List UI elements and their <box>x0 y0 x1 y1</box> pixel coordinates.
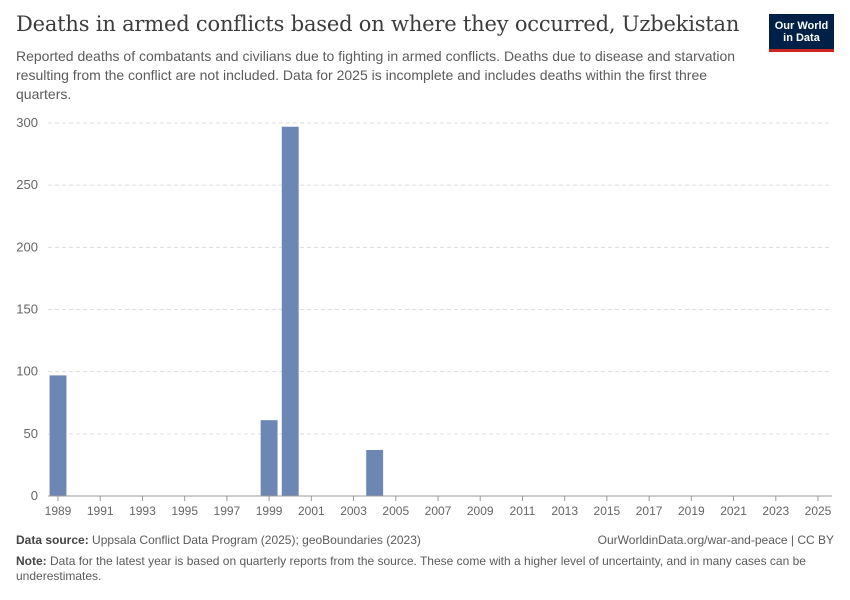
owid-logo[interactable]: Our World in Data <box>769 14 834 52</box>
x-tick-label-2003: 2003 <box>340 504 367 518</box>
x-tick-label-2021: 2021 <box>720 504 747 518</box>
x-tick-label-2001: 2001 <box>298 504 325 518</box>
license-link[interactable]: OurWorldinData.org/war-and-peace | CC BY <box>597 533 834 547</box>
bar-1989 <box>49 375 67 496</box>
source-line: Data source: Uppsala Conflict Data Progr… <box>16 533 834 548</box>
y-tick-label-250: 250 <box>16 177 38 192</box>
x-tick-label-1997: 1997 <box>214 504 241 518</box>
x-tick-label-1999: 1999 <box>256 504 283 518</box>
y-tick-label-200: 200 <box>16 239 38 254</box>
data-source-label: Data source: <box>16 533 89 547</box>
chart-title: Deaths in armed conflicts based on where… <box>16 12 740 36</box>
note: Note: Data for the latest year is based … <box>16 554 834 584</box>
x-tick-label-2017: 2017 <box>636 504 663 518</box>
x-tick-label-2019: 2019 <box>678 504 705 518</box>
logo-line-2: in Data <box>783 31 820 44</box>
x-tick-label-1993: 1993 <box>129 504 156 518</box>
chart-subtitle: Reported deaths of combatants and civili… <box>16 48 736 102</box>
note-label: Note: <box>16 554 47 568</box>
y-tick-label-300: 300 <box>16 115 38 130</box>
bar-1999 <box>260 420 278 496</box>
x-tick-label-2015: 2015 <box>594 504 621 518</box>
note-text: Data for the latest year is based on qua… <box>16 554 806 583</box>
bar-chart: 0 50 100 150 200 250 300 1989 1991 1993 1995 1997 19… <box>16 115 832 518</box>
y-tick-label-100: 100 <box>16 364 38 379</box>
y-tick-label-0: 0 <box>31 488 38 503</box>
logo-line-1: Our World <box>774 19 829 32</box>
x-tick-label-2013: 2013 <box>551 504 578 518</box>
data-source-text[interactable]: Uppsala Conflict Data Program (2025); ge… <box>92 533 421 547</box>
x-tick-label-2007: 2007 <box>425 504 452 518</box>
x-tick-label-2025: 2025 <box>805 504 832 518</box>
x-tick-label-2023: 2023 <box>762 504 789 518</box>
x-tick-label-1989: 1989 <box>45 504 72 518</box>
data-source: Data source: Uppsala Conflict Data Progr… <box>16 533 421 548</box>
x-tick-label-1995: 1995 <box>171 504 198 518</box>
x-tick-label-2009: 2009 <box>467 504 494 518</box>
y-tick-label-50: 50 <box>24 426 38 441</box>
bar-2004 <box>366 449 384 496</box>
x-tick-label-2011: 2011 <box>510 504 536 518</box>
y-tick-label-150: 150 <box>16 302 38 317</box>
bar-2000 <box>281 126 299 497</box>
x-tick-label-1991: 1991 <box>87 504 114 518</box>
x-tick-label-2005: 2005 <box>382 504 409 518</box>
